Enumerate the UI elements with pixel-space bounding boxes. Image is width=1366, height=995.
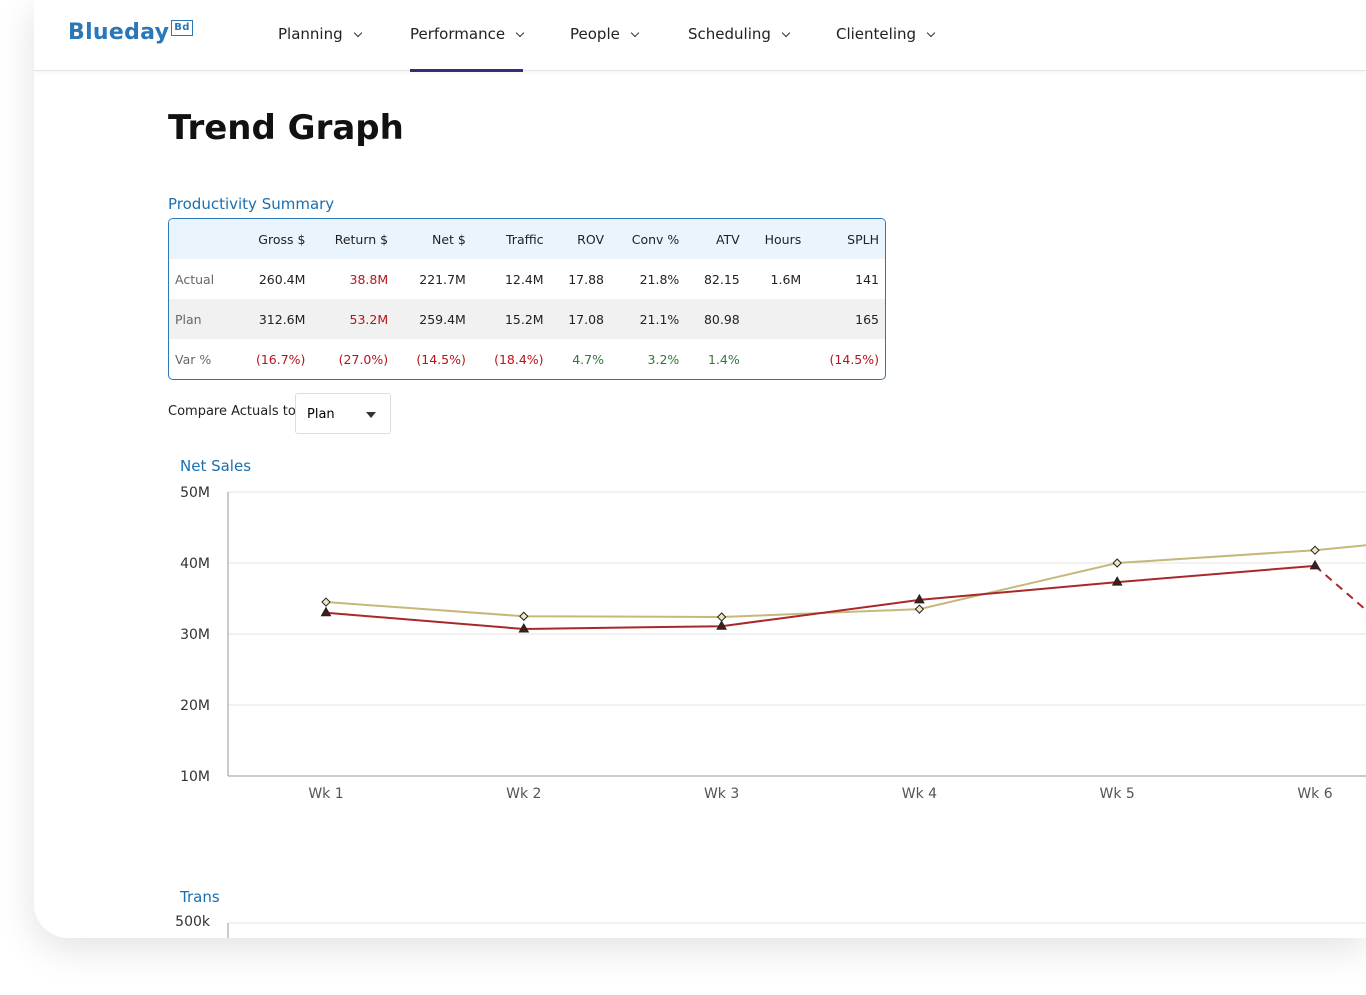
column-header: Traffic — [471, 219, 550, 259]
cell: 312.6M — [233, 299, 312, 339]
nav-item[interactable]: Performance — [410, 25, 524, 72]
marker — [1309, 559, 1321, 570]
column-header: Conv % — [610, 219, 686, 259]
marker — [1310, 545, 1320, 555]
cell: 21.8% — [639, 271, 680, 287]
cell: 141 — [855, 271, 879, 287]
marker — [716, 620, 727, 630]
cell: 12.4M — [504, 271, 544, 287]
nav-item[interactable]: Scheduling — [688, 25, 789, 43]
column-header: ROV — [549, 219, 610, 259]
corner — [169, 219, 234, 259]
marker — [321, 597, 331, 607]
x-tick-label: Wk 3 — [704, 786, 739, 802]
cell: 53.2M — [311, 299, 395, 339]
marker — [320, 606, 332, 617]
cell: 15.2M — [471, 299, 550, 339]
caret — [366, 412, 376, 418]
column-header: Net $ — [394, 219, 472, 259]
cell — [745, 299, 808, 339]
cell: 259.4M — [394, 299, 472, 339]
nav-label: Planning — [278, 25, 343, 43]
x-tick-label: Wk 4 — [902, 786, 937, 802]
selected: Plan — [307, 407, 335, 422]
card: Blueday Bd Planning Performance People Sched… — [34, 0, 1366, 938]
marker — [914, 593, 925, 604]
row-label: Var % — [175, 351, 212, 367]
summary-title: Productivity Summary — [168, 195, 335, 213]
page-title: Trend Graph — [168, 108, 404, 148]
cell: (18.4%) — [494, 351, 544, 367]
nav-label: Scheduling — [688, 25, 771, 43]
row-label: Plan — [169, 299, 234, 339]
cell: 260.4M — [258, 271, 306, 287]
marker — [914, 604, 925, 614]
nav-item[interactable]: People — [570, 25, 638, 43]
marker — [1111, 576, 1123, 586]
brand-badge: Bd — [171, 20, 193, 36]
nav-label: Performance — [410, 25, 506, 43]
summary-table: Gross $ Return $ Net $ Traffic ROV Conv % ATV H… — [168, 218, 886, 380]
cell: 1.6M — [770, 271, 802, 287]
cell: 3.2% — [647, 351, 680, 367]
series-line — [1314, 565, 1366, 612]
column-header: Hours — [745, 219, 808, 259]
nav-item[interactable]: Planning — [278, 25, 361, 43]
series-line — [325, 564, 1316, 631]
column-header: Gross $ — [233, 219, 312, 259]
nav-label: Clienteling — [836, 25, 917, 43]
cell: 80.98 — [685, 299, 746, 339]
nav-item[interactable]: Clienteling — [836, 25, 934, 43]
compare-select[interactable]: Plan — [295, 393, 391, 434]
marker — [716, 612, 727, 622]
brand-name: Blueday — [68, 20, 170, 45]
x-tick-label: Wk 2 — [506, 786, 541, 802]
cell: 38.8M — [349, 271, 389, 287]
cell: 17.08 — [549, 299, 610, 339]
cell: 17.88 — [568, 271, 604, 287]
cell: (14.5%) — [416, 351, 466, 367]
y-tick-label: 30M — [180, 627, 210, 643]
cell: 165 — [807, 299, 885, 339]
marker — [1112, 558, 1122, 568]
chart-title: Net Sales — [180, 457, 251, 475]
y-tick-label: 10M — [180, 769, 210, 785]
marker — [518, 623, 530, 633]
y-tick-label: 20M — [180, 698, 210, 714]
cell: (14.5%) — [829, 351, 879, 367]
chart-title: Trans — [179, 888, 220, 906]
logo[interactable]: Blueday Bd — [68, 20, 193, 45]
cell: (27.0%) — [338, 351, 389, 367]
column-header: Return $ — [311, 219, 395, 259]
x-tick-label: Wk 1 — [308, 786, 343, 802]
table-row: Var % (16.7%) (27.0%) (14.5%) (18.4%) 4.7% 3.2… — [169, 339, 885, 379]
column-header: ATV — [685, 219, 746, 259]
y-tick-label: 500k — [175, 914, 211, 930]
y-tick-label: 50M — [180, 485, 210, 501]
active-indicator — [410, 69, 524, 72]
x-tick-label: Wk 5 — [1100, 786, 1135, 802]
cell: 82.15 — [703, 271, 740, 287]
cell: 1.4% — [707, 351, 740, 367]
nav-label: People — [570, 25, 620, 43]
cell: 4.7% — [572, 351, 604, 367]
table-row: Actual 260.4M 38.8M 221.7M 12.4M 17.88 21.8% 82… — [169, 259, 885, 299]
compare-label: Compare Actuals to — [168, 404, 296, 419]
nav-bar: Blueday Bd Planning Performance People Sched… — [34, 0, 1366, 72]
table-row: Plan 312.6M 53.2M 259.4M 15.2M 17.08 21.1% 80.9… — [169, 299, 885, 339]
charts: Net Sales 10M 20M 30M 40M 50M Wk 1 Wk 2 Wk 3 Wk 4… — [175, 457, 1366, 938]
cell: (16.7%) — [255, 351, 306, 367]
y-tick-label: 40M — [180, 556, 210, 572]
cell: 221.7M — [419, 271, 466, 287]
column-header: SPLH — [807, 219, 885, 259]
marker — [519, 611, 529, 621]
x-tick-label: Wk 6 — [1297, 786, 1332, 802]
row-label: Actual — [175, 271, 215, 287]
cell: 21.1% — [610, 299, 686, 339]
